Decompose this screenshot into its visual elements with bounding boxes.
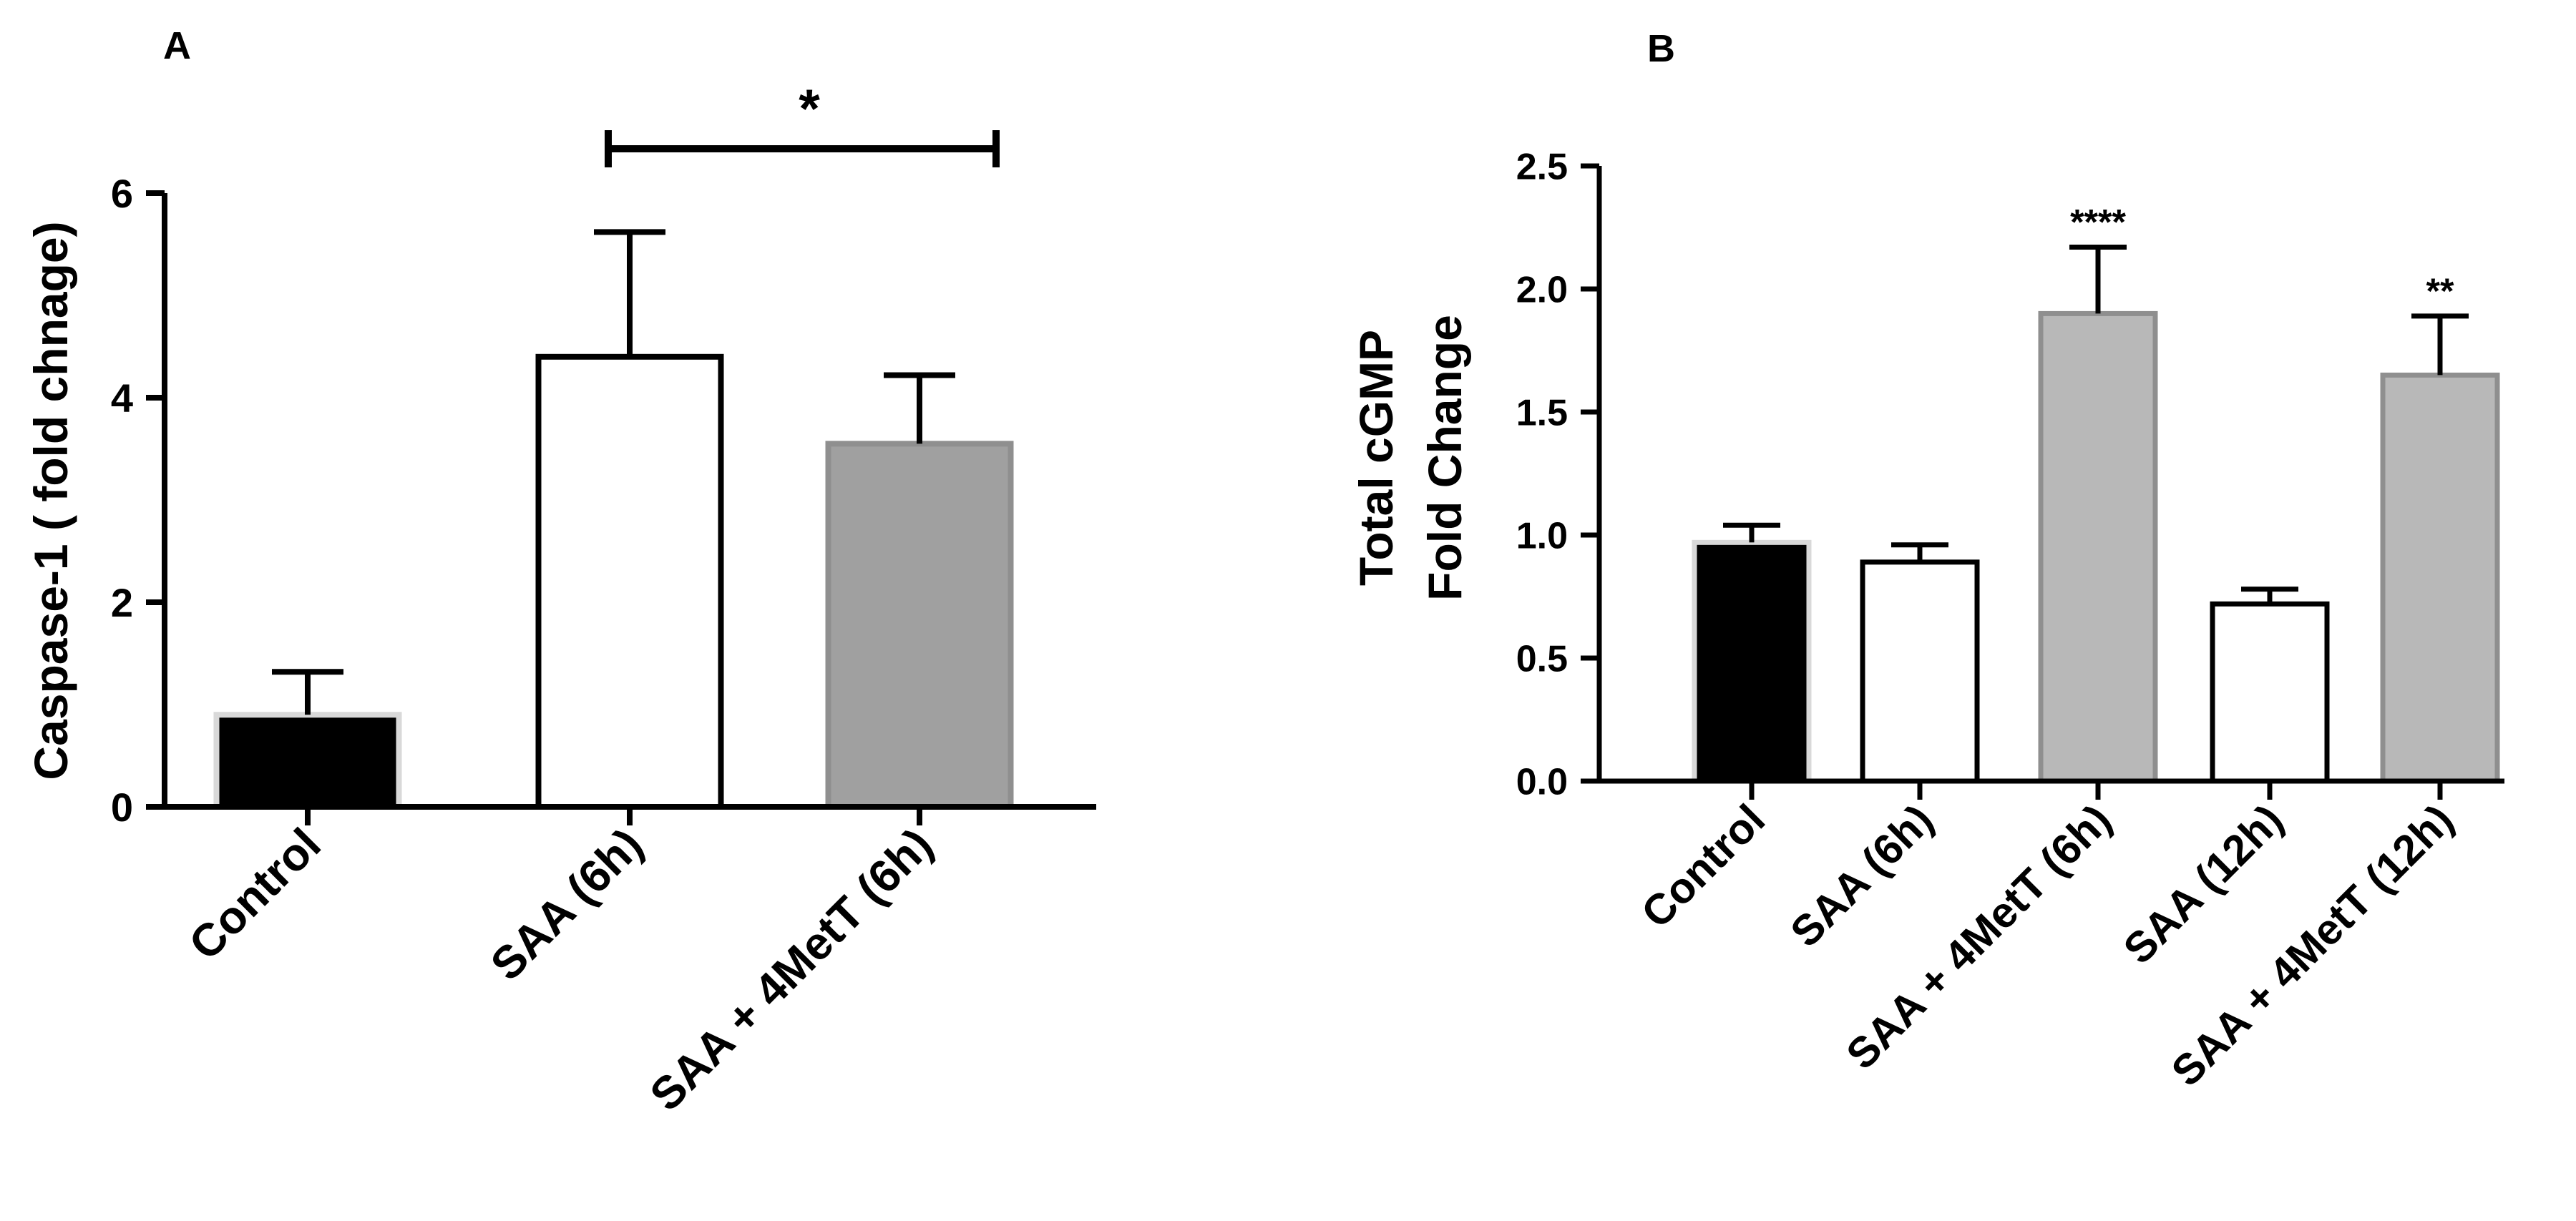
- bar-saa-6h: [1860, 559, 1980, 784]
- x-tick-label: SAA (12h): [2114, 795, 2293, 974]
- panel-a-y-ticks: 0 2 4 6: [111, 171, 165, 830]
- bar-saa-12h: [2210, 601, 2330, 784]
- bar-saa-4mett-6h: [825, 441, 1014, 810]
- significance-label: *: [799, 79, 820, 139]
- panel-b-axes: [1596, 166, 2504, 784]
- panel-a-bars: [213, 353, 1014, 810]
- y-tick-label: 2: [111, 580, 133, 625]
- panel-a-y-axis-label: Caspase-1 ( fold chnage): [24, 221, 77, 780]
- x-tick-label: SAA + 4MetT (12h): [2162, 795, 2462, 1095]
- bar-saa-4mett-12h: [2380, 372, 2500, 784]
- y-tick-label: 0: [111, 785, 133, 830]
- x-tick-label: Control: [179, 818, 331, 970]
- y-tick-label: 1.0: [1516, 516, 1568, 557]
- panel-a-label: A: [163, 24, 191, 67]
- y-tick-label: 4: [111, 376, 133, 421]
- y-tick-label: 1.5: [1516, 393, 1568, 434]
- panel-a-chart: A Caspase-1 ( fold chnage) 0 2 4 6 Control S…: [24, 24, 1096, 1121]
- significance-label: **: [2426, 271, 2454, 311]
- y-tick-label: 2.5: [1516, 147, 1568, 188]
- bar-control: [213, 712, 402, 810]
- panel-b-y-axis-label-line-2: Fold Change: [1418, 315, 1471, 601]
- panel-b-y-axis-label-line-1: Total cGMP: [1350, 330, 1402, 586]
- y-tick-label: 2.0: [1516, 270, 1568, 311]
- panel-b-bars: [1692, 310, 2500, 784]
- x-tick-label: SAA (6h): [1781, 795, 1942, 956]
- significance-label: ****: [2070, 202, 2126, 242]
- bar-control: [1692, 539, 1812, 784]
- panel-b-x-tick-labels: Control SAA (6h)SAA + 4MetT (6h)SAA (12h)…: [1632, 781, 2462, 1095]
- y-tick-label: 6: [111, 171, 133, 216]
- panel-b-y-ticks: 0.0 0.5 1.0 1.5 2.0 2.5: [1516, 147, 1599, 803]
- x-tick-label: SAA + 4MetT (6h): [640, 818, 942, 1121]
- bar-saa-6h: [535, 353, 724, 810]
- x-tick-label: SAA (6h): [481, 818, 653, 990]
- x-tick-label: Control: [1632, 795, 1774, 937]
- panel-a-significance: *: [605, 79, 1000, 167]
- y-tick-label: 0.0: [1516, 762, 1568, 803]
- panel-b-chart: B Total cGMP Fold Change 0.0 0.5 1.0 1.5 2.0…: [1350, 27, 2504, 1095]
- panel-b-label: B: [1647, 27, 1675, 70]
- bar-saa-4mett-6h: [2038, 310, 2158, 784]
- panel-a-x-tick-labels: Control SAA (6h)SAA + 4MetT (6h): [179, 807, 942, 1121]
- panel-a-error-bars: [272, 229, 955, 715]
- panel-b-error-bars: [1723, 245, 2469, 604]
- y-tick-label: 0.5: [1516, 639, 1568, 680]
- panel-b-significance: ******: [2070, 202, 2454, 311]
